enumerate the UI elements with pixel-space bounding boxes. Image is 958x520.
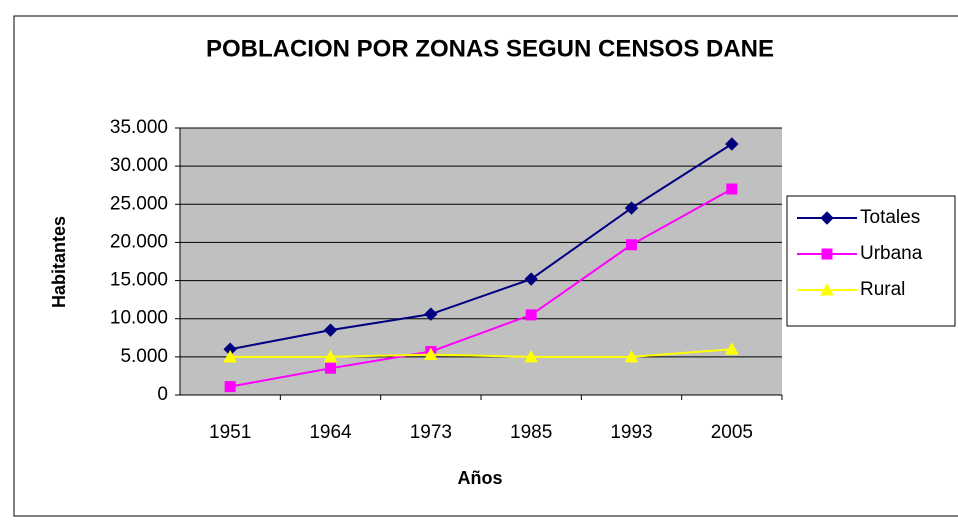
x-tick-label: 1964 <box>309 422 352 443</box>
x-tick-label: 1973 <box>410 422 452 443</box>
marker <box>726 183 738 195</box>
marker <box>325 362 336 374</box>
x-axis-label: Años <box>458 468 503 488</box>
marker <box>624 201 639 215</box>
marker <box>724 342 739 355</box>
x-tick-label: 1993 <box>610 422 652 443</box>
marker <box>524 349 539 363</box>
legend-label: Totales <box>860 207 920 228</box>
marker <box>224 381 236 393</box>
marker <box>223 349 238 363</box>
y-tick-label: 0 <box>157 384 168 405</box>
marker <box>725 137 739 151</box>
series-line <box>229 143 733 351</box>
legend-marker <box>821 248 833 260</box>
x-tick-label: 1985 <box>510 422 552 443</box>
plot-area <box>180 128 782 395</box>
y-tick-label: 35.000 <box>110 117 168 138</box>
legend-marker <box>820 211 834 225</box>
y-tick-label: 15.000 <box>110 270 168 291</box>
y-tick-label: 30.000 <box>110 155 168 176</box>
marker <box>323 349 338 363</box>
series-line <box>229 188 733 388</box>
y-tick-label: 5.000 <box>120 346 168 367</box>
y-tick-label: 10.000 <box>110 308 168 329</box>
marker <box>525 309 537 321</box>
y-tick-label: 25.000 <box>110 193 168 214</box>
marker <box>626 239 637 251</box>
series-line <box>230 348 732 358</box>
marker <box>524 272 538 286</box>
marker <box>424 307 438 321</box>
marker <box>624 349 639 363</box>
chart-title: POBLACION POR ZONAS SEGUN CENSOS DANE <box>206 35 774 62</box>
y-axis-label: Habitantes <box>49 216 69 308</box>
x-tick-label: 1951 <box>209 422 251 443</box>
y-tick-label: 20.000 <box>110 231 168 252</box>
marker <box>423 347 438 361</box>
marker <box>323 323 338 337</box>
legend-label: Urbana <box>860 243 923 264</box>
legend-label: Rural <box>860 279 905 300</box>
x-tick-label: 2005 <box>711 422 753 443</box>
legend-marker <box>820 282 834 296</box>
